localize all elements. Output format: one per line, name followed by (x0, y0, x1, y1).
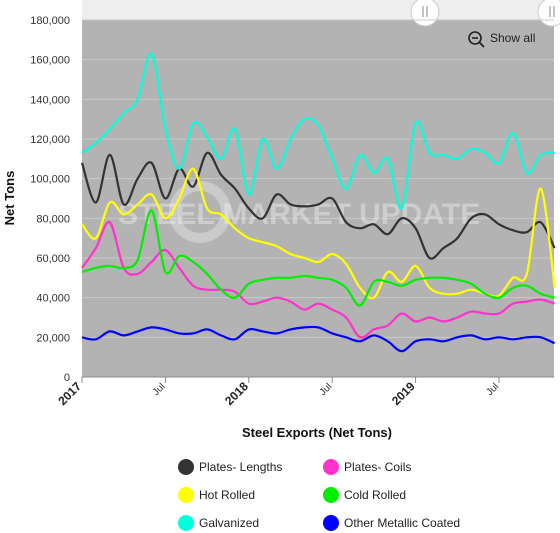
scrollbar-left-handle[interactable] (410, 0, 440, 27)
x-tick-label-year: 2019 (389, 379, 418, 408)
y-tick-label: 20,000 (36, 332, 70, 344)
y-axis-title: Net Tons (2, 171, 17, 226)
grip-lines-icon (549, 6, 555, 17)
y-tick-label: 140,000 (30, 94, 70, 106)
legend-item[interactable]: Plates- Lengths (178, 459, 282, 475)
y-tick-label: 0 (64, 372, 70, 384)
legend-swatch (323, 459, 339, 475)
legend-label: Galvanized (199, 516, 259, 530)
legend-swatch (178, 459, 194, 475)
legend-label: Cold Rolled (344, 488, 406, 502)
legend-swatch (323, 487, 339, 503)
scrollbar-right-handle[interactable] (537, 0, 560, 27)
y-tick-label: 180,000 (30, 15, 70, 27)
legend-label: Other Metallic Coated (344, 516, 460, 530)
scrollbar-track[interactable] (82, 0, 554, 20)
legend-item[interactable]: Other Metallic Coated (323, 515, 460, 531)
legend-label: Plates- Coils (344, 460, 411, 474)
range-scrollbar[interactable] (82, 0, 560, 27)
show-all-button[interactable]: Show all (468, 31, 535, 48)
x-tick-label-month: Jul (317, 381, 334, 398)
y-tick-label: 60,000 (36, 253, 70, 265)
y-tick-label: 100,000 (30, 174, 70, 186)
y-axis-ticks: 0 20,000 40,000 60,000 80,000 100,000 120,000 1… (30, 15, 70, 384)
x-tick-label-year: 2018 (222, 379, 251, 408)
y-tick-label: 40,000 (36, 293, 70, 305)
series-line-other-metallic-coated[interactable] (81, 325, 556, 353)
series-line-cold-rolled[interactable] (81, 209, 555, 307)
legend-swatch (178, 487, 194, 503)
legend-item[interactable]: Hot Rolled (178, 487, 255, 503)
watermark-text: STEEL MARKET UPDATE (118, 198, 480, 231)
y-tick-label: 80,000 (36, 213, 70, 225)
zoom-out-icon (468, 31, 485, 48)
x-tick-label-year: 2017 (55, 379, 84, 408)
plot-background (82, 20, 554, 377)
series-line-galvanized[interactable] (81, 52, 555, 210)
series-lines (80, 52, 556, 353)
legend-label: Hot Rolled (199, 488, 255, 502)
legend-swatch (323, 515, 339, 531)
grip-lines-icon (422, 6, 428, 17)
legend-item[interactable]: Galvanized (178, 515, 259, 531)
legend: Plates- Lengths Plates- Coils Hot Rolled Co… (178, 459, 460, 531)
y-tick-label: 120,000 (30, 134, 70, 146)
x-tick-label-month: Jul (151, 381, 168, 398)
x-axis-ticks: 2017 Jul 2018 Jul 2019 Jul (55, 376, 554, 408)
show-all-label[interactable]: Show all (490, 31, 535, 45)
legend-item[interactable]: Plates- Coils (323, 459, 411, 475)
x-tick-label-month: Jul (484, 381, 501, 398)
legend-label: Plates- Lengths (199, 460, 282, 474)
x-axis-title: Steel Exports (Net Tons) (242, 425, 392, 440)
legend-item[interactable]: Cold Rolled (323, 487, 406, 503)
legend-swatch (178, 515, 194, 531)
y-tick-label: 160,000 (30, 55, 70, 67)
series-line-plates-lengths[interactable] (80, 151, 556, 260)
